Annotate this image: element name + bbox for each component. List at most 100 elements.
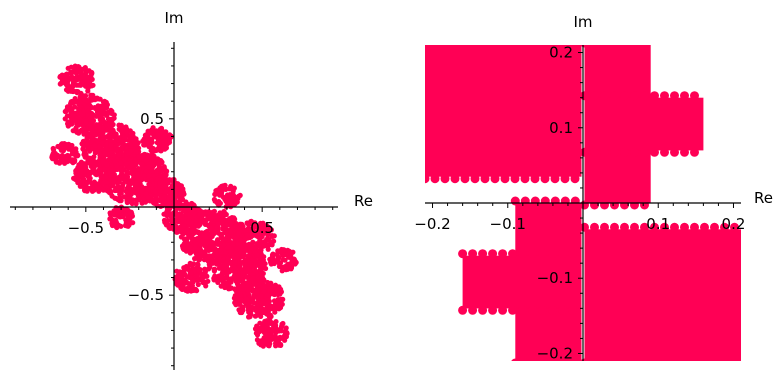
fractal-point (640, 45, 649, 48)
fractal-point (580, 45, 589, 48)
fractal-point (242, 262, 248, 269)
fractal-point (287, 249, 293, 256)
fractal-point (650, 147, 659, 157)
fractal-point (610, 147, 619, 157)
fractal-region (584, 229, 741, 361)
fractal-point (192, 242, 198, 248)
fractal-point (98, 106, 104, 112)
fractal-region (462, 255, 582, 309)
fractal-point (590, 91, 599, 101)
fractal-point (458, 305, 468, 315)
fractal-point (72, 158, 78, 165)
fractal-point (257, 259, 263, 265)
fractal-point (130, 197, 136, 203)
fractal-point (132, 166, 138, 172)
fractal-point (690, 222, 699, 232)
fractal-point (500, 45, 510, 48)
fractal-point (223, 198, 229, 204)
fractal-point (538, 249, 548, 259)
fractal-point (150, 155, 156, 161)
fractal-point (107, 169, 113, 175)
fractal-point (252, 258, 258, 264)
fractal-point (244, 296, 250, 302)
fractal-point (125, 190, 131, 196)
fractal-point (68, 64, 74, 70)
fractal-point (510, 45, 520, 48)
fractal-point (440, 45, 450, 48)
fractal-point (530, 174, 540, 184)
fractal-point (261, 264, 267, 270)
fractal-point (189, 235, 195, 242)
fractal-point (73, 75, 79, 81)
fractal-point (179, 275, 185, 282)
fractal-point (197, 222, 203, 228)
fractal-point (188, 262, 194, 268)
fractal-point (450, 45, 460, 48)
x-tick-label: 0.1 (646, 215, 670, 233)
fractal-point (259, 326, 265, 332)
fractal-point (181, 241, 187, 247)
fractal-point (278, 335, 285, 341)
fractal-point (87, 175, 93, 181)
fractal-point (147, 143, 153, 149)
y-tick-label: 0.1 (549, 119, 573, 137)
fractal-point (690, 358, 699, 361)
fractal-point (232, 300, 238, 306)
fractal-point (720, 358, 729, 361)
fractal-point (208, 216, 214, 222)
fractal-point (267, 318, 273, 324)
fractal-point (174, 279, 180, 285)
fractal-point (235, 283, 242, 289)
fractal-point (135, 193, 141, 199)
fractal-point (80, 66, 86, 72)
fractal-point (66, 145, 73, 151)
fractal-point (181, 191, 187, 197)
fractal-point (255, 330, 261, 336)
fractal-point (551, 358, 560, 361)
fractal-point (88, 180, 94, 186)
fractal-point (266, 286, 272, 292)
fractal-point (174, 229, 180, 235)
fractal-point (117, 207, 123, 213)
fractal-point (75, 180, 81, 186)
fractal-point (258, 306, 264, 312)
fractal-point (165, 217, 171, 224)
fractal-point (69, 120, 75, 126)
fractal-point (261, 277, 267, 283)
fractal-point (252, 264, 258, 270)
fractal-point (269, 335, 275, 341)
fractal-point (98, 152, 104, 159)
fractal-point (610, 91, 619, 101)
fractal-point (620, 91, 629, 101)
fractal-point (202, 230, 209, 237)
fractal-point (184, 274, 190, 280)
fractal-point (60, 148, 66, 154)
fractal-point (550, 174, 560, 184)
fractal-point (175, 212, 181, 218)
fractal-point (226, 244, 232, 250)
fractal-point (700, 358, 709, 361)
right-fractal-points (425, 45, 741, 361)
fractal-point (218, 273, 224, 279)
fractal-point (125, 150, 131, 156)
fractal-point (100, 129, 106, 135)
fractal-point (83, 119, 89, 125)
fractal-point (81, 127, 87, 133)
y-tick-label: −0.1 (537, 269, 573, 287)
fractal-point (101, 110, 107, 116)
fractal-point (136, 154, 142, 160)
fractal-point (510, 196, 520, 206)
fractal-point (730, 358, 739, 361)
fractal-point (162, 137, 168, 143)
fractal-point (149, 168, 155, 174)
fractal-point (231, 215, 237, 221)
fractal-point (158, 125, 165, 131)
fractal-point (181, 223, 187, 229)
fractal-point (271, 233, 277, 239)
fractal-point (450, 174, 460, 184)
fractal-point (121, 157, 128, 163)
fractal-point (470, 45, 480, 48)
fractal-point (278, 249, 284, 255)
fractal-point (550, 45, 560, 48)
fractal-point (121, 194, 127, 200)
